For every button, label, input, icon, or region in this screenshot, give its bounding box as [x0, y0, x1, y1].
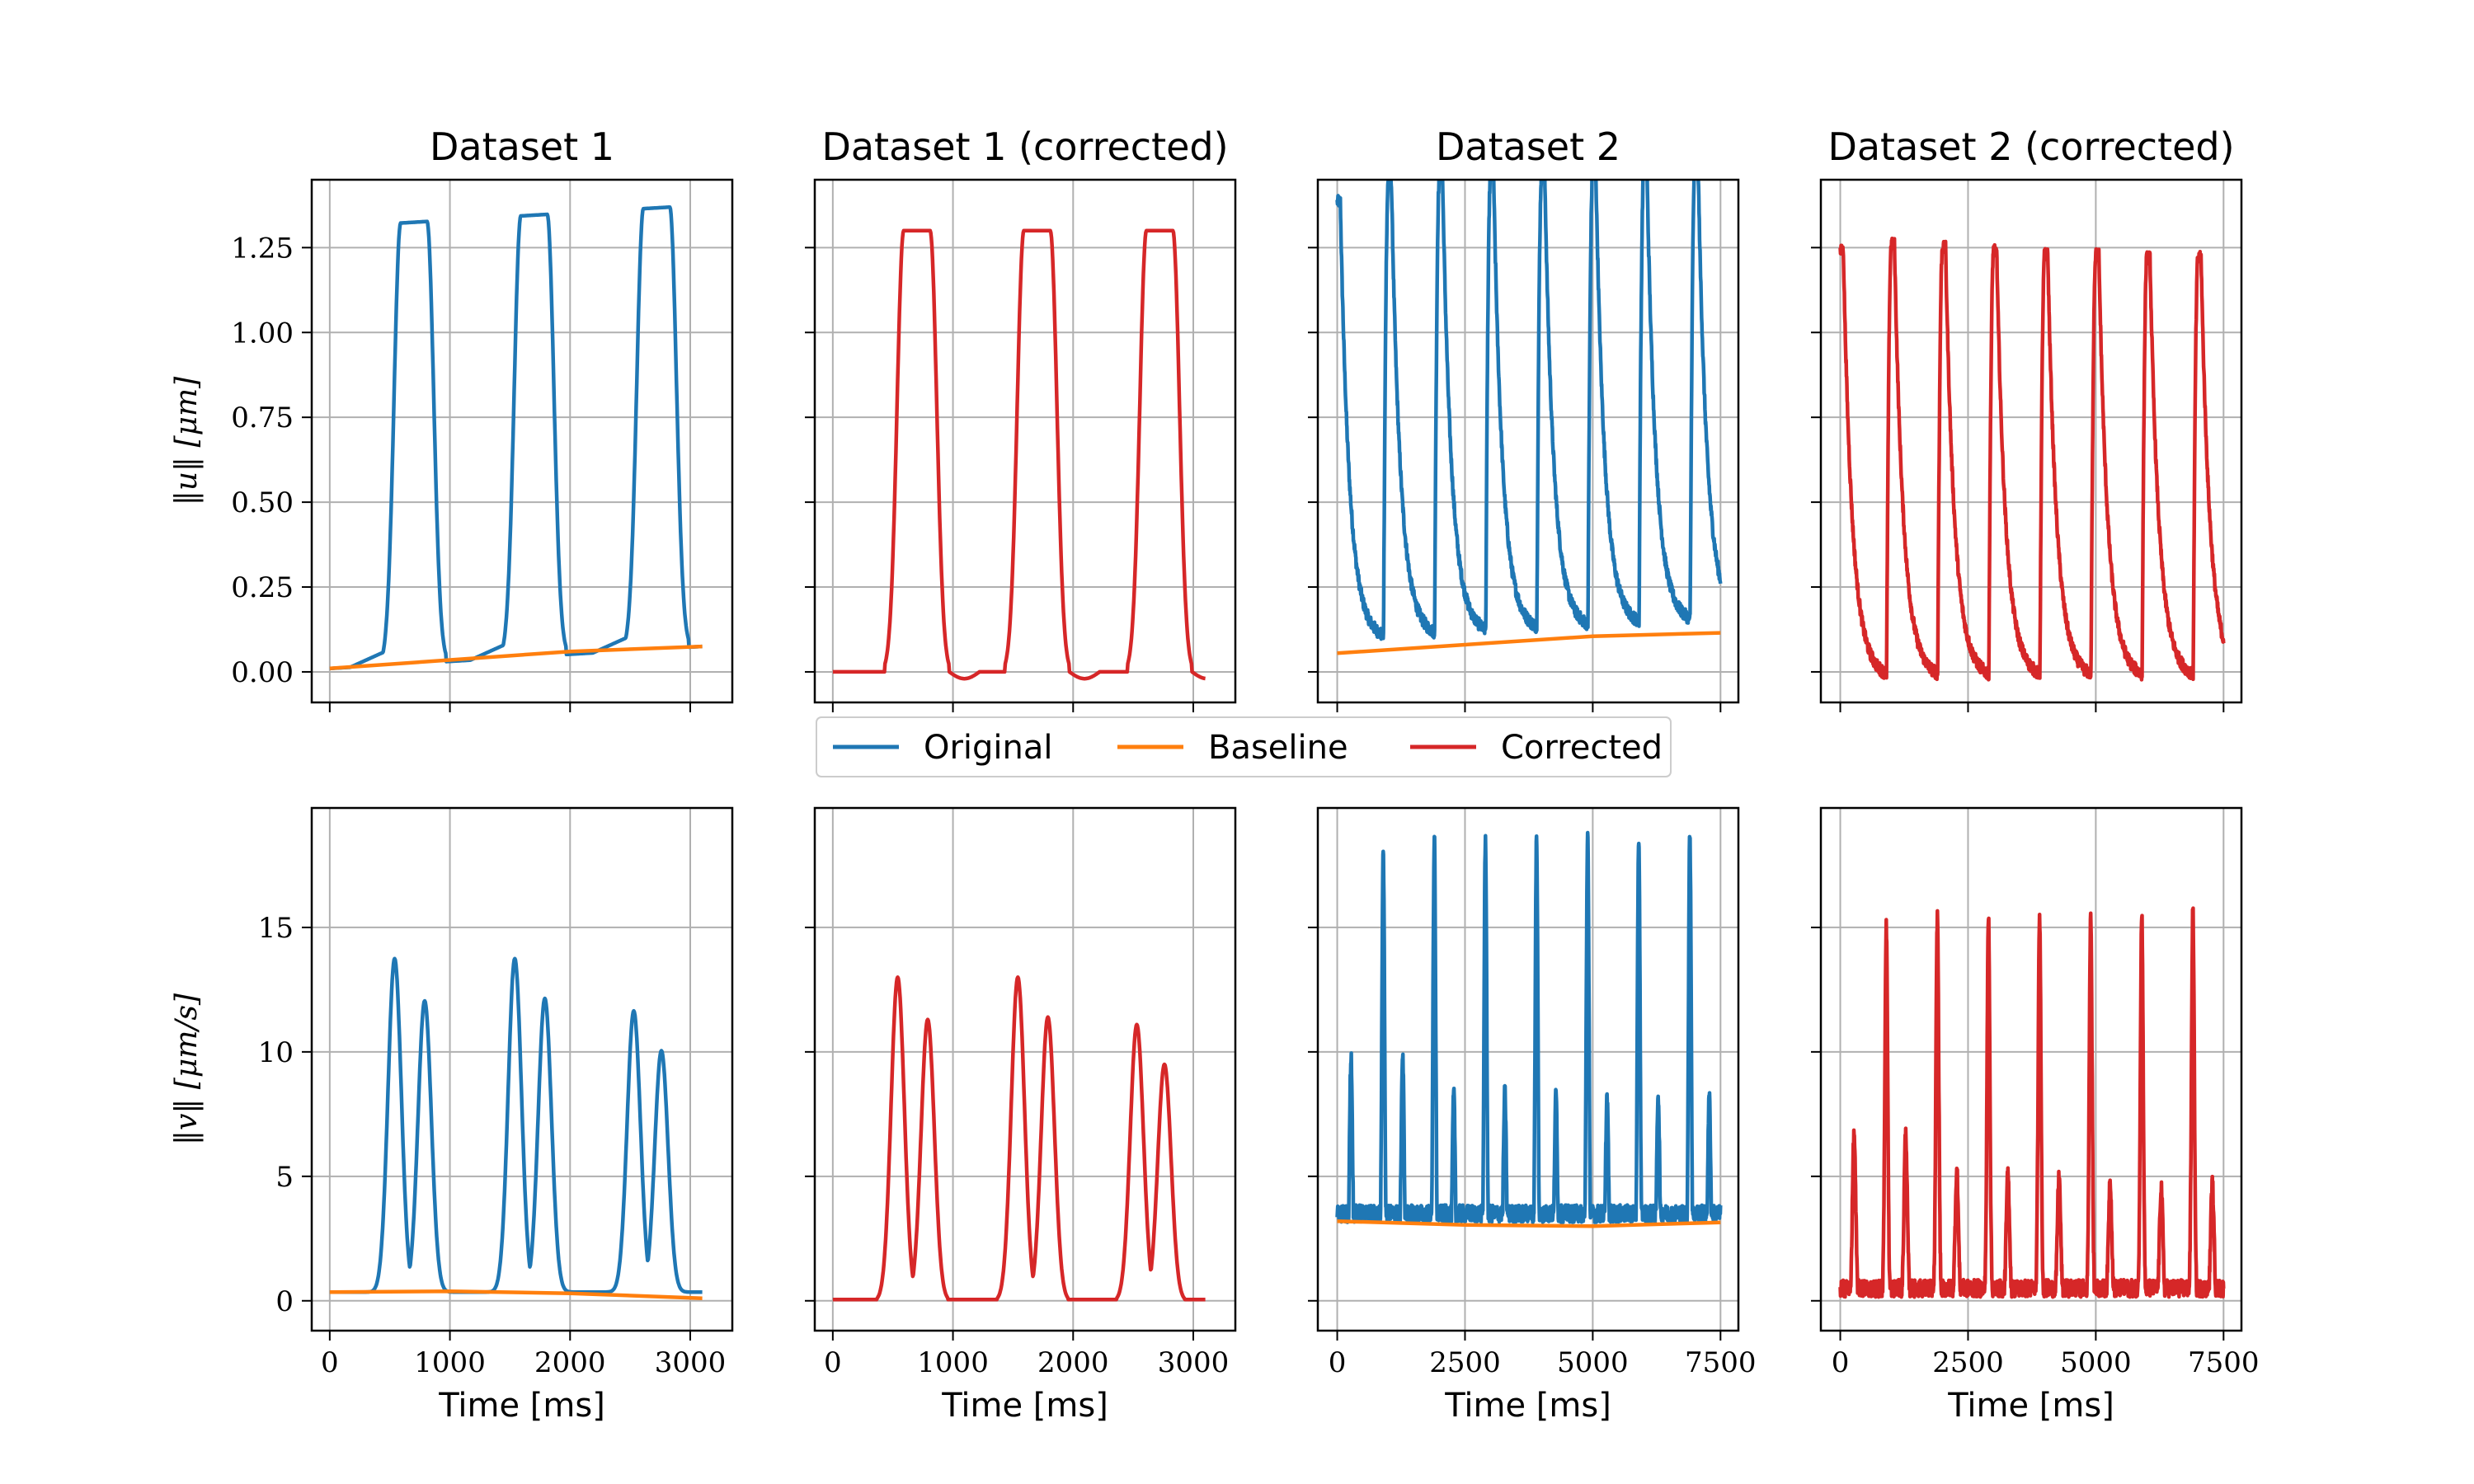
- x-tick-label: 0: [1832, 1346, 1850, 1379]
- axes-frame: [1819, 178, 2243, 704]
- panel-title: Dataset 2: [1436, 124, 1620, 169]
- x-axis-label: Time [ms]: [1444, 1387, 1611, 1425]
- panel-r1-c1: 0 1000 2000 3000 Time [ms]: [805, 806, 1237, 1425]
- y-tick-label: 1.00: [231, 317, 294, 350]
- panel-r1-c2: 0 2500 5000 7500 Time [ms]: [1308, 806, 1757, 1425]
- series-corrected-line: [831, 975, 1207, 1302]
- panel-r1-c0: 0 1000 2000 3000 0 5 10 15 Time [ms] ‖v‖ [μm/s]: [170, 806, 734, 1425]
- series-baseline-line: [329, 1289, 703, 1301]
- panel-title: Dataset 1: [430, 124, 614, 169]
- panel-title: Dataset 1 (corrected): [821, 124, 1228, 169]
- x-tick-label: 5000: [1557, 1346, 1629, 1379]
- panel-r0-c1: Dataset 1 (corrected): [805, 124, 1237, 712]
- panel-title: Dataset 2 (corrected): [1827, 124, 2234, 169]
- series-corrected-line: [1838, 906, 2226, 1299]
- series-original-line: [328, 204, 704, 671]
- axes-frame: [813, 806, 1237, 1332]
- series-baseline-line: [329, 644, 703, 671]
- x-axis-label: Time [ms]: [1947, 1387, 2114, 1425]
- x-axis-label: Time [ms]: [438, 1387, 605, 1425]
- legend-baseline-label: Baseline: [1208, 729, 1348, 767]
- y-tick-label: 0: [275, 1285, 294, 1318]
- axes-frame: [310, 806, 734, 1332]
- axes-frame: [813, 178, 1237, 704]
- series-original-line: [1335, 180, 1723, 641]
- y-tick-label: 5: [275, 1161, 294, 1194]
- axes-frame: [1316, 178, 1740, 704]
- series-original-line: [1335, 830, 1723, 1224]
- series-baseline-line: [1337, 1219, 1721, 1228]
- y-axis-label: ‖u‖ [μm]: [170, 376, 204, 505]
- legend-original-label: Original: [924, 729, 1053, 767]
- x-tick-label: 3000: [655, 1346, 727, 1379]
- series-baseline-line: [1337, 631, 1721, 655]
- legend-box: [816, 716, 1672, 777]
- x-tick-label: 0: [321, 1346, 339, 1379]
- x-tick-label: 2500: [1932, 1346, 2004, 1379]
- series-corrected-line: [831, 228, 1207, 681]
- axes-frame: [310, 178, 734, 704]
- legend-corrected-label: Corrected: [1501, 729, 1663, 767]
- axes-frame: [1819, 806, 2243, 1332]
- x-tick-label: 2000: [534, 1346, 606, 1379]
- x-tick-label: 5000: [2060, 1346, 2132, 1379]
- x-tick-label: 1000: [917, 1346, 989, 1379]
- axes-frame: [1316, 806, 1740, 1332]
- y-tick-label: 15: [258, 912, 294, 945]
- y-axis-label: ‖v‖ [μm/s]: [170, 993, 204, 1145]
- x-tick-label: 7500: [2188, 1346, 2260, 1379]
- panel-r0-c0: 0.00 0.25 0.50 0.75 1.00 1.25 Dataset 1 ‖u‖ [μm…: [170, 124, 734, 712]
- x-tick-label: 7500: [1685, 1346, 1757, 1379]
- y-tick-label: 1.25: [231, 232, 294, 265]
- y-tick-label: 0.25: [231, 571, 294, 604]
- legend: Original Baseline Corrected: [816, 716, 1672, 777]
- x-tick-label: 2000: [1037, 1346, 1109, 1379]
- x-tick-label: 0: [1329, 1346, 1347, 1379]
- series-original-line: [328, 956, 704, 1294]
- x-tick-label: 2500: [1429, 1346, 1501, 1379]
- panel-r1-c3: 0 2500 5000 7500 Time [ms]: [1811, 806, 2260, 1425]
- x-axis-label: Time [ms]: [941, 1387, 1108, 1425]
- y-tick-label: 0.75: [231, 402, 294, 434]
- series-corrected-line: [1838, 236, 2226, 682]
- x-tick-label: 3000: [1158, 1346, 1230, 1379]
- x-tick-label: 1000: [414, 1346, 486, 1379]
- x-tick-label: 0: [824, 1346, 842, 1379]
- y-tick-label: 0.00: [231, 656, 294, 689]
- y-tick-label: 10: [258, 1036, 294, 1069]
- y-tick-label: 0.50: [231, 486, 294, 519]
- panel-r0-c2: Dataset 2: [1308, 124, 1740, 712]
- panel-r0-c3: Dataset 2 (corrected): [1811, 124, 2243, 712]
